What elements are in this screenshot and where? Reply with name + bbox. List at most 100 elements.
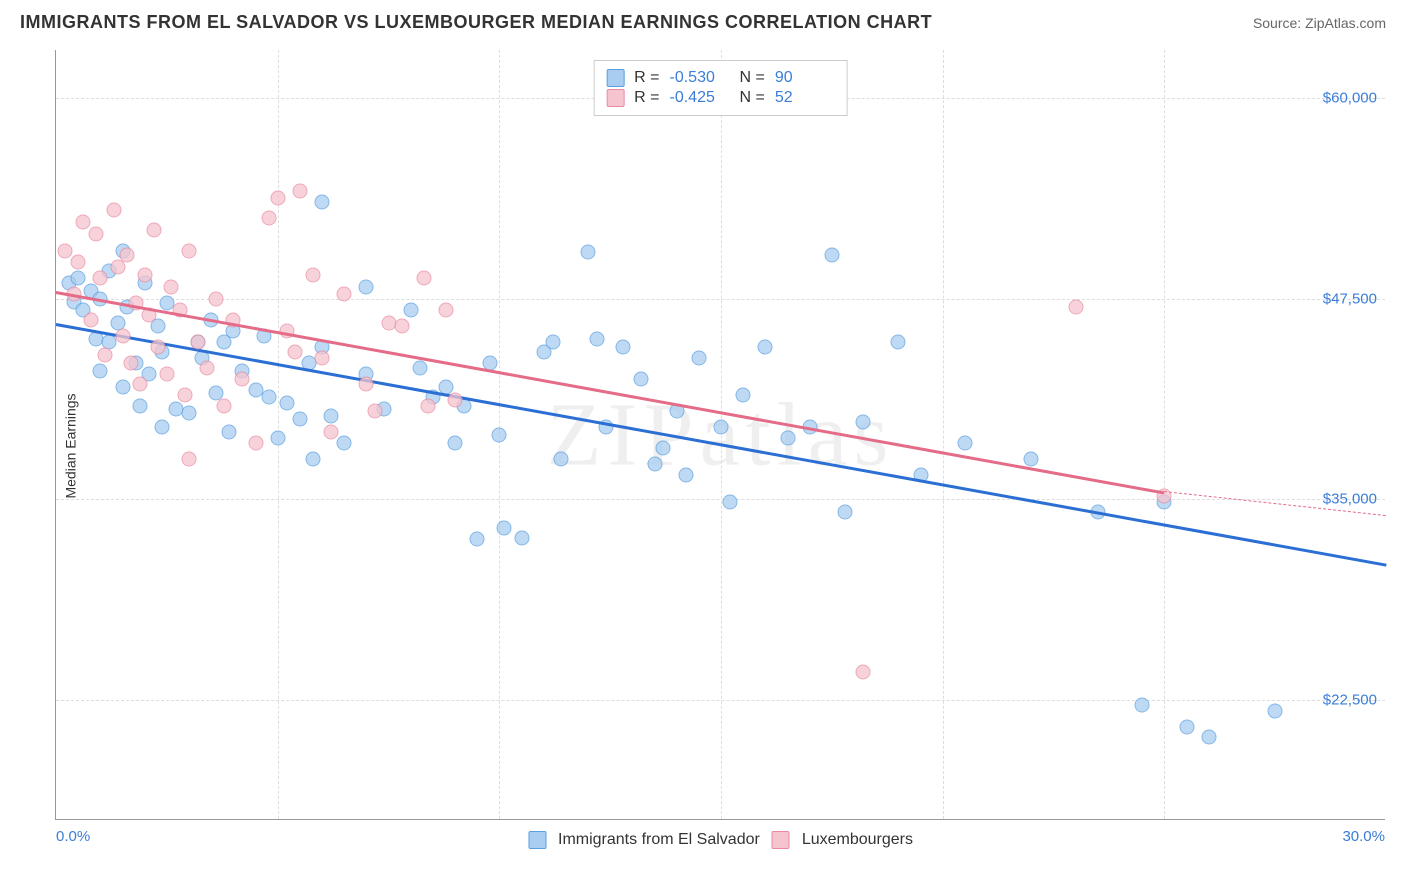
- data-point: [780, 431, 795, 446]
- data-point: [439, 302, 454, 317]
- data-point: [421, 399, 436, 414]
- data-point: [616, 339, 631, 354]
- data-point: [448, 392, 463, 407]
- data-point: [248, 436, 263, 451]
- legend-n-label: N =: [740, 69, 765, 87]
- x-tick-max: 30.0%: [1342, 828, 1385, 845]
- legend-bottom: Immigrants from El SalvadorLuxembourgers: [528, 831, 913, 849]
- data-point: [190, 334, 205, 349]
- legend-r-label: R =: [634, 89, 659, 107]
- legend-n-value: 90: [775, 69, 835, 87]
- page-title: IMMIGRANTS FROM EL SALVADOR VS LUXEMBOUR…: [20, 12, 932, 33]
- data-point: [306, 267, 321, 282]
- data-point: [75, 214, 90, 229]
- data-point: [403, 302, 418, 317]
- data-point: [292, 184, 307, 199]
- data-point: [124, 355, 139, 370]
- data-point: [691, 351, 706, 366]
- gridline-v: [943, 50, 944, 819]
- data-point: [279, 395, 294, 410]
- data-point: [647, 456, 662, 471]
- source-name: ZipAtlas.com: [1305, 15, 1386, 31]
- data-point: [394, 318, 409, 333]
- legend-r-label: R =: [634, 69, 659, 87]
- data-point: [115, 379, 130, 394]
- data-point: [182, 452, 197, 467]
- data-point: [199, 360, 214, 375]
- legend-row: R = -0.425 N = 52: [606, 89, 835, 107]
- data-point: [359, 376, 374, 391]
- data-point: [133, 399, 148, 414]
- data-point: [1024, 452, 1039, 467]
- data-point: [235, 371, 250, 386]
- data-point: [292, 411, 307, 426]
- data-point: [71, 270, 86, 285]
- data-point: [1268, 703, 1283, 718]
- gridline-v: [721, 50, 722, 819]
- data-point: [368, 403, 383, 418]
- legend-top: R = -0.530 N = 90 R = -0.425 N = 52: [593, 60, 848, 116]
- data-point: [678, 468, 693, 483]
- data-point: [208, 291, 223, 306]
- y-tick-label: $60,000: [1323, 90, 1377, 107]
- y-tick-label: $22,500: [1323, 691, 1377, 708]
- data-point: [838, 505, 853, 520]
- legend-label: Luxembourgers: [802, 831, 913, 849]
- data-point: [496, 521, 511, 536]
- data-point: [514, 530, 529, 545]
- data-point: [106, 203, 121, 218]
- data-point: [88, 227, 103, 242]
- legend-swatch: [528, 831, 546, 849]
- data-point: [177, 387, 192, 402]
- data-point: [119, 248, 134, 263]
- source: Source: ZipAtlas.com: [1253, 15, 1386, 31]
- data-point: [288, 344, 303, 359]
- data-point: [159, 367, 174, 382]
- data-point: [306, 452, 321, 467]
- data-point: [71, 254, 86, 269]
- data-point: [855, 415, 870, 430]
- data-point: [589, 331, 604, 346]
- data-point: [1135, 697, 1150, 712]
- data-point: [545, 334, 560, 349]
- data-point: [97, 347, 112, 362]
- data-point: [824, 248, 839, 263]
- data-point: [359, 280, 374, 295]
- legend-row: R = -0.530 N = 90: [606, 69, 835, 87]
- data-point: [221, 424, 236, 439]
- data-point: [133, 376, 148, 391]
- data-point: [714, 419, 729, 434]
- data-point: [448, 436, 463, 451]
- data-point: [164, 280, 179, 295]
- data-point: [155, 419, 170, 434]
- data-point: [323, 408, 338, 423]
- chart-area: ZIPatlas $60,000$47,500$35,000$22,5000.0…: [55, 50, 1385, 820]
- data-point: [855, 665, 870, 680]
- data-point: [656, 440, 671, 455]
- data-point: [84, 312, 99, 327]
- data-point: [93, 270, 108, 285]
- data-point: [1179, 719, 1194, 734]
- data-point: [261, 389, 276, 404]
- y-tick-label: $47,500: [1323, 290, 1377, 307]
- gridline-v: [1164, 50, 1165, 819]
- legend-swatch: [606, 89, 624, 107]
- legend-r-value: -0.530: [670, 69, 730, 87]
- data-point: [634, 371, 649, 386]
- data-point: [1068, 299, 1083, 314]
- data-point: [722, 495, 737, 510]
- y-tick-label: $35,000: [1323, 491, 1377, 508]
- data-point: [270, 431, 285, 446]
- data-point: [315, 195, 330, 210]
- legend-n-label: N =: [740, 89, 765, 107]
- legend-n-value: 52: [775, 89, 835, 107]
- data-point: [337, 286, 352, 301]
- data-point: [554, 452, 569, 467]
- data-point: [57, 243, 72, 258]
- data-point: [93, 363, 108, 378]
- data-point: [261, 211, 276, 226]
- x-tick-min: 0.0%: [56, 828, 90, 845]
- data-point: [323, 424, 338, 439]
- legend-r-value: -0.425: [670, 89, 730, 107]
- data-point: [412, 360, 427, 375]
